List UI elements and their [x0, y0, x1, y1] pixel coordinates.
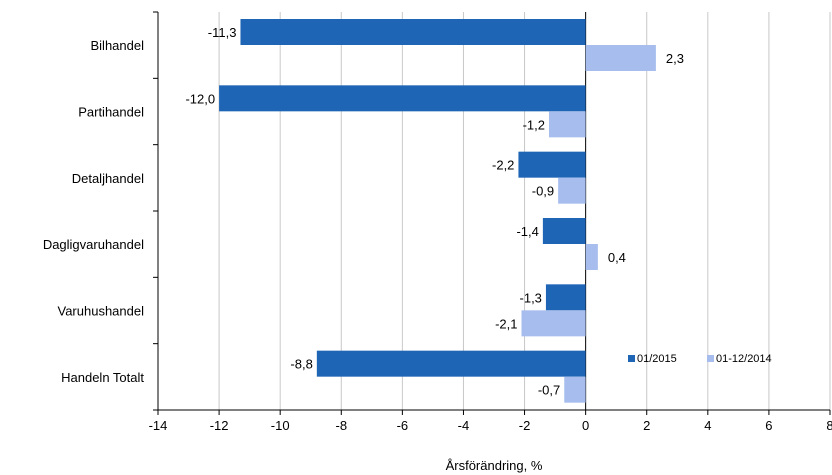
data-label-handeln-totalt-01-12-2014: -0,7 — [538, 383, 560, 398]
bar-partihandel-01-2015 — [219, 85, 586, 112]
legend-swatch-01-12-2014 — [707, 355, 714, 362]
data-label-partihandel-01-12-2014: -1,2 — [523, 117, 545, 132]
data-label-varuhushandel-01-2015: -1,3 — [520, 290, 542, 305]
category-label-dagligvaruhandel: Dagligvaruhandel — [43, 237, 144, 252]
x-tick-label: 4 — [704, 418, 711, 433]
x-tick-label: -2 — [519, 418, 531, 433]
legend-swatch-01-2015 — [628, 355, 635, 362]
data-label-dagligvaruhandel-01-12-2014: 0,4 — [608, 250, 626, 265]
x-tick-label: 0 — [582, 418, 589, 433]
x-tick-label: -14 — [149, 418, 168, 433]
x-tick-label: -4 — [458, 418, 470, 433]
data-label-bilhandel-01-2015: -11,3 — [208, 25, 237, 40]
bar-dagligvaruhandel-01-12-2014 — [585, 244, 598, 270]
x-tick-label: -6 — [397, 418, 409, 433]
bar-varuhushandel-01-2015 — [545, 284, 586, 311]
x-tick-label: 8 — [826, 418, 832, 433]
x-tick-label: 2 — [643, 418, 650, 433]
legend-label-01-12-2014: 01-12/2014 — [716, 353, 772, 365]
x-tick-label: -10 — [271, 418, 290, 433]
x-tick-label: -12 — [210, 418, 229, 433]
category-labels: Bilhandel Partihandel Detaljhandel Dagligva… — [43, 11, 158, 411]
data-labels: -11,3 2,3 -12,0 -1,2 -2,2 -0,9 -1,4 0,4 -1,3-2,1… — [185, 25, 684, 398]
category-label-partihandel: Partihandel — [78, 105, 144, 120]
bar-bilhandel-01-2015 — [240, 19, 586, 45]
data-label-dagligvaruhandel-01-2015: -1,4 — [516, 224, 538, 239]
legend: 01/2015 01-12/2014 — [628, 353, 772, 365]
bar-dagligvaruhandel-01-2015 — [542, 218, 586, 244]
data-label-detaljhandel-01-2015: -2,2 — [492, 158, 514, 173]
data-label-varuhushandel-01-12-2014: -2,1 — [495, 316, 517, 331]
bar-varuhushandel-01-12-2014 — [521, 310, 586, 337]
data-label-bilhandel-01-12-2014: 2,3 — [666, 51, 684, 66]
bar-detaljhandel-01-2015 — [518, 151, 586, 178]
category-label-detaljhandel: Detaljhandel — [72, 171, 144, 186]
x-axis-ticks: -14 -12 -10 -8 -6 -4 -2 0 2 4 6 8 — [149, 410, 832, 433]
plot-frame — [157, 12, 830, 411]
x-tick-label: 6 — [765, 418, 772, 433]
bar-handeln-totalt-01-2015 — [316, 350, 586, 377]
category-label-handeln-totalt: Handeln Totalt — [61, 370, 144, 385]
x-axis-title: Årsförändring, % — [446, 458, 543, 473]
bar-bilhandel-01-12-2014 — [585, 45, 656, 71]
bar-partihandel-01-12-2014 — [548, 111, 586, 138]
category-label-varuhushandel: Varuhushandel — [58, 304, 145, 319]
bars — [219, 19, 656, 403]
category-label-bilhandel: Bilhandel — [91, 38, 145, 53]
data-label-partihandel-01-2015: -12,0 — [185, 91, 215, 106]
bar-detaljhandel-01-12-2014 — [558, 177, 586, 204]
data-label-handeln-totalt-01-2015: -8,8 — [290, 357, 312, 372]
gridlines — [218, 12, 831, 410]
x-tick-label: -8 — [335, 418, 347, 433]
bar-handeln-totalt-01-12-2014 — [564, 376, 586, 403]
legend-label-01-2015: 01/2015 — [637, 353, 677, 365]
data-label-detaljhandel-01-12-2014: -0,9 — [532, 184, 554, 199]
